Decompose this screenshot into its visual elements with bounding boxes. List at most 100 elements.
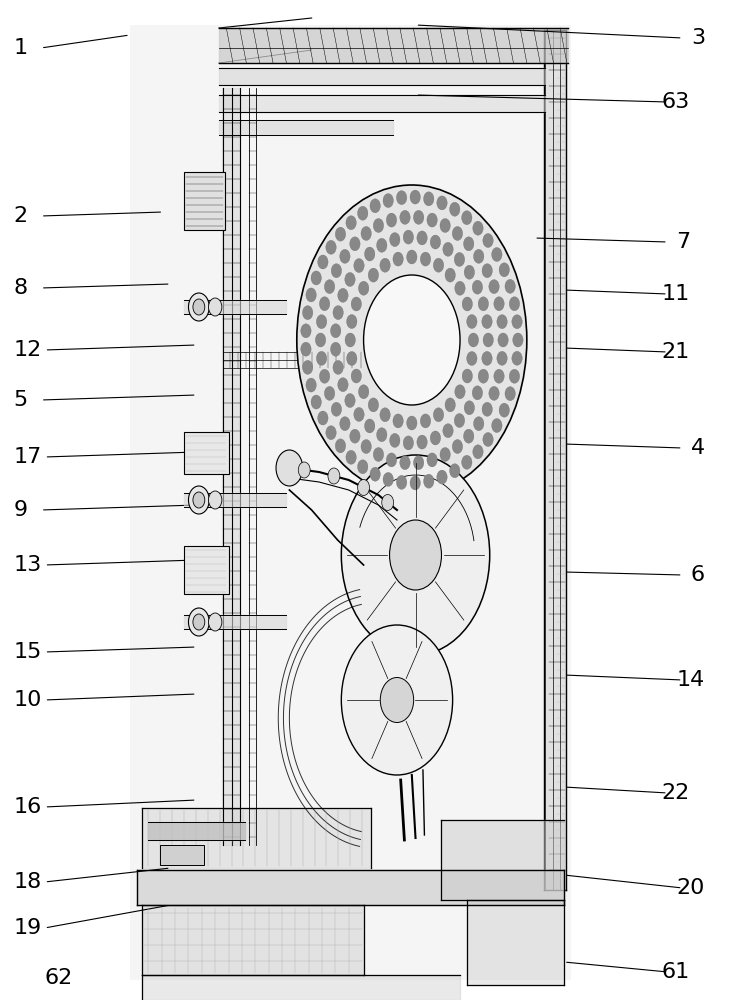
Circle shape xyxy=(377,238,387,252)
Circle shape xyxy=(311,395,321,409)
Text: 63: 63 xyxy=(662,92,690,112)
Circle shape xyxy=(335,439,346,453)
Circle shape xyxy=(512,315,522,329)
FancyBboxPatch shape xyxy=(184,546,229,594)
Circle shape xyxy=(387,213,397,227)
Circle shape xyxy=(492,247,502,261)
Circle shape xyxy=(492,419,502,433)
Circle shape xyxy=(443,424,453,438)
Text: 19: 19 xyxy=(13,918,42,938)
Text: 61: 61 xyxy=(662,962,690,982)
Circle shape xyxy=(380,408,390,422)
Circle shape xyxy=(347,315,357,329)
Circle shape xyxy=(380,258,390,272)
Circle shape xyxy=(472,280,482,294)
Circle shape xyxy=(318,255,328,269)
Text: 10: 10 xyxy=(13,690,42,710)
Circle shape xyxy=(347,351,357,365)
Circle shape xyxy=(497,315,508,329)
Circle shape xyxy=(373,447,384,461)
Circle shape xyxy=(331,264,341,278)
Circle shape xyxy=(396,475,407,489)
Circle shape xyxy=(209,491,222,509)
Circle shape xyxy=(473,445,483,459)
Circle shape xyxy=(330,342,341,356)
Circle shape xyxy=(349,429,360,443)
Circle shape xyxy=(467,351,477,365)
Circle shape xyxy=(453,440,463,454)
Circle shape xyxy=(338,288,348,302)
Text: 18: 18 xyxy=(13,872,42,892)
Circle shape xyxy=(330,324,341,338)
Circle shape xyxy=(188,486,209,514)
Circle shape xyxy=(450,464,460,478)
Text: 8: 8 xyxy=(13,278,27,298)
Circle shape xyxy=(489,280,499,294)
Text: 62: 62 xyxy=(45,968,73,988)
Circle shape xyxy=(297,185,527,495)
Circle shape xyxy=(335,227,346,241)
Circle shape xyxy=(390,233,400,247)
Circle shape xyxy=(311,271,321,285)
Circle shape xyxy=(497,351,508,365)
Circle shape xyxy=(462,455,472,469)
Circle shape xyxy=(326,426,336,440)
Circle shape xyxy=(387,453,397,467)
Circle shape xyxy=(393,414,404,428)
Text: 7: 7 xyxy=(676,232,690,252)
Circle shape xyxy=(333,360,344,374)
Circle shape xyxy=(383,194,393,208)
Circle shape xyxy=(346,450,356,464)
Circle shape xyxy=(424,192,434,206)
Text: 22: 22 xyxy=(662,783,690,803)
Circle shape xyxy=(358,385,369,399)
Circle shape xyxy=(462,211,472,225)
Circle shape xyxy=(410,190,421,204)
Circle shape xyxy=(188,608,209,636)
Circle shape xyxy=(452,226,463,240)
Circle shape xyxy=(509,297,519,311)
Circle shape xyxy=(354,407,364,421)
Circle shape xyxy=(340,417,350,431)
Circle shape xyxy=(427,213,437,227)
Text: 17: 17 xyxy=(13,447,42,467)
FancyBboxPatch shape xyxy=(184,432,229,474)
Circle shape xyxy=(349,237,360,251)
Circle shape xyxy=(209,613,222,631)
FancyBboxPatch shape xyxy=(160,845,204,865)
Circle shape xyxy=(341,455,490,655)
Circle shape xyxy=(482,264,493,278)
Circle shape xyxy=(505,387,516,401)
Circle shape xyxy=(396,191,407,205)
Circle shape xyxy=(351,297,361,311)
Circle shape xyxy=(464,401,475,415)
Circle shape xyxy=(319,369,329,383)
Circle shape xyxy=(433,408,444,422)
Circle shape xyxy=(315,333,326,347)
Circle shape xyxy=(193,299,205,315)
Circle shape xyxy=(338,378,348,392)
Circle shape xyxy=(382,494,393,510)
Circle shape xyxy=(413,456,424,470)
Text: 15: 15 xyxy=(13,642,42,662)
Circle shape xyxy=(443,242,453,256)
Circle shape xyxy=(316,315,326,329)
Circle shape xyxy=(377,428,387,442)
Circle shape xyxy=(440,447,450,461)
Circle shape xyxy=(482,351,492,365)
Circle shape xyxy=(351,369,361,383)
Text: 1: 1 xyxy=(13,38,27,58)
Text: 13: 13 xyxy=(13,555,42,575)
Circle shape xyxy=(440,219,450,233)
Circle shape xyxy=(370,199,381,213)
Circle shape xyxy=(324,280,335,294)
Circle shape xyxy=(316,351,326,365)
Circle shape xyxy=(400,210,410,224)
Circle shape xyxy=(509,369,519,383)
Circle shape xyxy=(417,231,427,245)
Circle shape xyxy=(494,297,505,311)
Circle shape xyxy=(437,196,447,210)
Circle shape xyxy=(368,268,378,282)
Circle shape xyxy=(298,462,310,478)
Circle shape xyxy=(413,210,424,224)
